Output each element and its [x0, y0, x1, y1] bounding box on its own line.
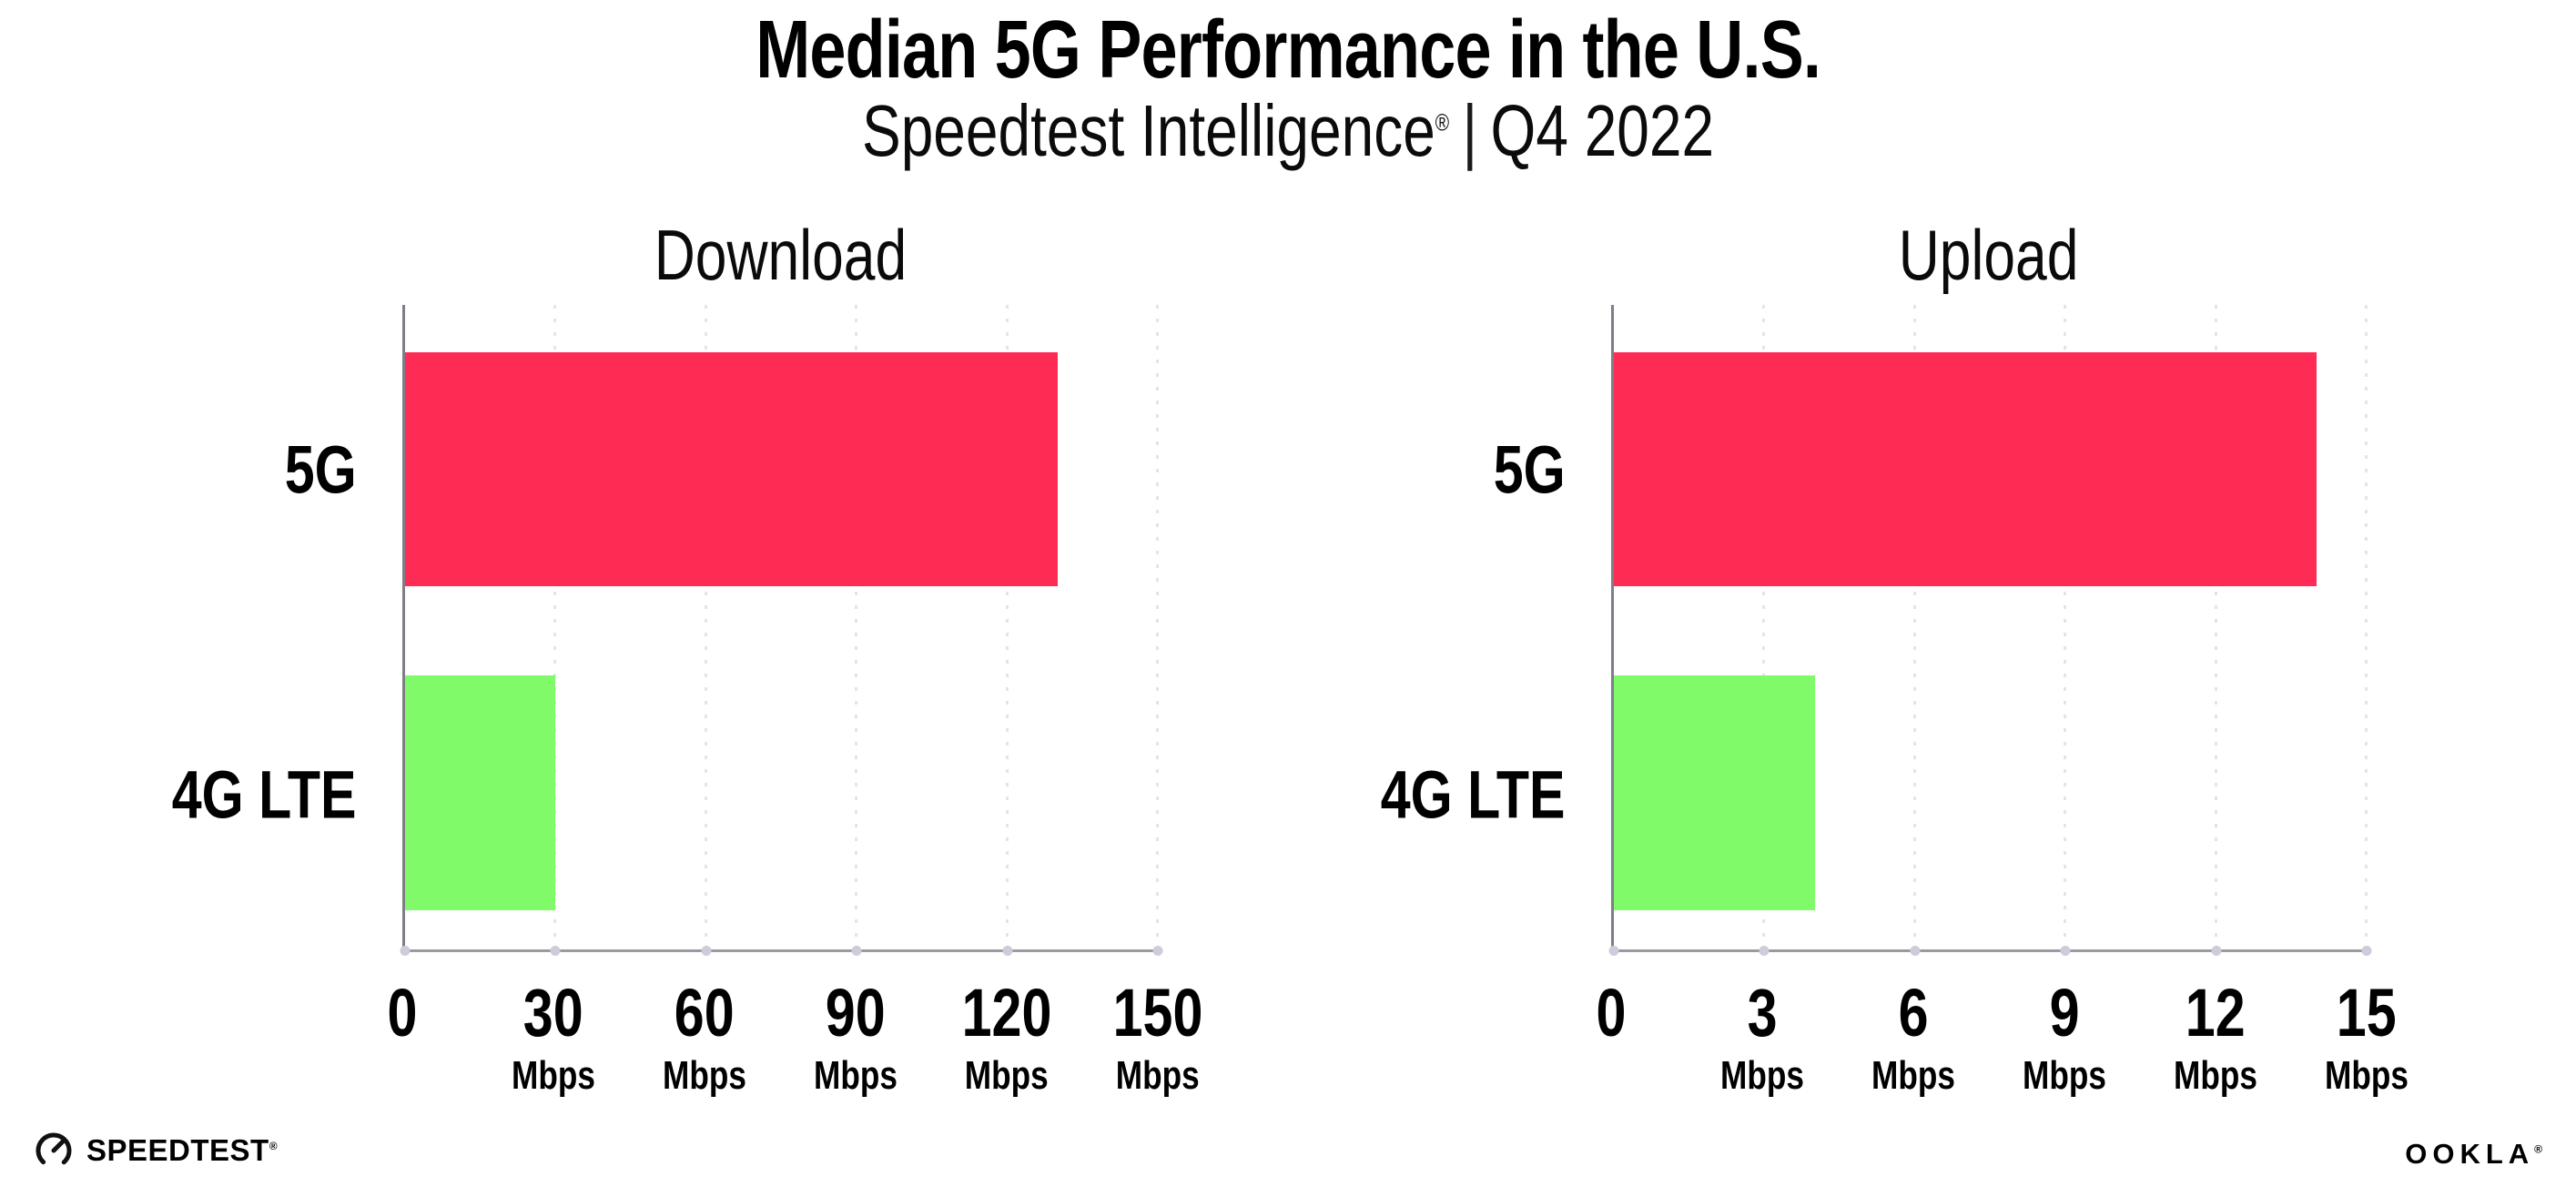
upload-x-axis: 0 3 Mbps 6 Mbps 9 Mbps 12 Mbps 15 Mbps [1597, 952, 2409, 1111]
ookla-wordmark: OOKLA [2405, 1138, 2535, 1170]
x-tick-value: 0 [1596, 975, 1627, 1050]
registered-mark: ® [1435, 108, 1450, 137]
x-tick-unit: Mbps [512, 1053, 595, 1098]
x-tick-unit: Mbps [663, 1053, 746, 1098]
x-tick-value: 15 [2337, 975, 2397, 1050]
x-tick-value: 90 [826, 975, 886, 1050]
gridline [2365, 305, 2368, 949]
y-label-5g: 5G [1494, 431, 1566, 508]
x-tick-value: 9 [2049, 975, 2080, 1050]
x-tick-value: 120 [961, 975, 1052, 1050]
x-tick-unit: Mbps [1871, 1053, 1955, 1098]
subtitle-brand: Speedtest Intelligence [861, 90, 1435, 171]
gridline [1005, 305, 1009, 949]
page-title-text: Median 5G Performance in the U.S. [756, 5, 1821, 96]
ookla-registered-mark: ® [2534, 1142, 2542, 1156]
x-tick-unit: Mbps [1116, 1053, 1200, 1098]
x-tick-value: 150 [1112, 975, 1203, 1050]
download-y-axis-labels: 5G 4G LTE [143, 305, 380, 952]
x-tick-unit: Mbps [2023, 1053, 2106, 1098]
x-tick-label: 0 [383, 979, 421, 1047]
axis-tick-dot [2361, 946, 2372, 956]
x-tick-unit: Mbps [814, 1053, 898, 1098]
axis-tick-dot [1910, 946, 1921, 956]
axis-tick-dot [400, 946, 411, 956]
upload-y-axis-labels: 5G 4G LTE [1352, 305, 1588, 952]
x-tick-label: 9 Mbps [2013, 979, 2117, 1096]
upload-plot-area [1608, 305, 2372, 956]
x-tick-label: 60 Mbps [653, 979, 757, 1096]
page-title: Median 5G Performance in the U.S. [0, 4, 2576, 97]
gridline [704, 305, 707, 949]
x-tick-unit: Mbps [2325, 1053, 2409, 1098]
gridline [1156, 305, 1159, 949]
axis-tick-dot [1002, 946, 1013, 956]
axis-tick-dot [851, 946, 862, 956]
upload-chart: Upload 5G 4G LTE 0 3 Mbps 6 Mbps 9 Mbps 12 Mbps 15… [1352, 215, 2409, 1115]
subtitle-period: Q4 2022 [1490, 90, 1715, 171]
upload-chart-title: Upload [1899, 215, 2079, 295]
y-label-4g-lte: 4G LTE [1381, 756, 1566, 833]
axis-tick-dot [1152, 946, 1163, 956]
gridline [2064, 305, 2067, 949]
gridline [855, 305, 858, 949]
axis-tick-dot [2211, 946, 2222, 956]
x-tick-value: 6 [1898, 975, 1929, 1050]
bar-5g [1614, 351, 2317, 587]
download-x-axis: 0 30 Mbps 60 Mbps 90 Mbps 120 Mbps 150 Mbps [388, 952, 1203, 1111]
axis-tick-dot [701, 946, 712, 956]
gridline [2214, 305, 2217, 949]
x-tick-unit: Mbps [1720, 1053, 1804, 1098]
x-tick-unit: Mbps [2174, 1053, 2257, 1098]
subtitle-separator: | [1462, 90, 1478, 171]
axis-tick-dot [2060, 946, 2071, 956]
x-tick-label: 3 Mbps [1710, 979, 1815, 1096]
axis-tick-dot [1608, 946, 1619, 956]
gridline [1762, 305, 1766, 949]
download-chart-title: Download [654, 215, 907, 295]
bar-4g-lte [405, 675, 556, 910]
x-tick-label: 6 Mbps [1861, 979, 1966, 1096]
bar-4g-lte [1614, 675, 1815, 910]
x-tick-unit: Mbps [965, 1053, 1049, 1098]
x-tick-label: 90 Mbps [804, 979, 908, 1096]
speedtest-wordmark: SPEEDTEST® [86, 1133, 279, 1167]
axis-tick-dot [550, 946, 561, 956]
x-tick-label: 30 Mbps [502, 979, 606, 1096]
x-tick-value: 30 [523, 975, 583, 1050]
y-label-5g: 5G [285, 431, 357, 508]
bar-5g [405, 351, 1058, 587]
ookla-logo: OOKLA® [2405, 1138, 2542, 1171]
x-tick-label: 120 Mbps [950, 979, 1062, 1096]
y-label-4g-lte: 4G LTE [172, 756, 357, 833]
x-tick-value: 12 [2186, 975, 2246, 1050]
page-subtitle-text: Speedtest Intelligence® | Q4 2022 [862, 89, 1714, 173]
x-tick-value: 60 [674, 975, 735, 1050]
download-chart: Download 5G 4G LTE 0 30 Mbps 60 Mbps 90 Mbps 120… [143, 215, 1203, 1115]
x-tick-value: 3 [1747, 975, 1778, 1050]
speedtest-logo: SPEEDTEST® [32, 1129, 278, 1172]
x-tick-label: 150 Mbps [1101, 979, 1213, 1096]
x-tick-label: 0 [1592, 979, 1629, 1047]
speedtest-registered-mark: ® [269, 1140, 279, 1152]
gridline [553, 305, 557, 949]
axis-tick-dot [1759, 946, 1770, 956]
gridline [1912, 305, 1916, 949]
x-tick-value: 0 [387, 975, 418, 1050]
x-tick-label: 12 Mbps [2164, 979, 2268, 1096]
page-subtitle: Speedtest Intelligence® | Q4 2022 [0, 89, 2576, 173]
x-tick-label: 15 Mbps [2315, 979, 2419, 1096]
download-plot-area [400, 305, 1163, 956]
speedtest-gauge-icon [35, 1132, 72, 1169]
